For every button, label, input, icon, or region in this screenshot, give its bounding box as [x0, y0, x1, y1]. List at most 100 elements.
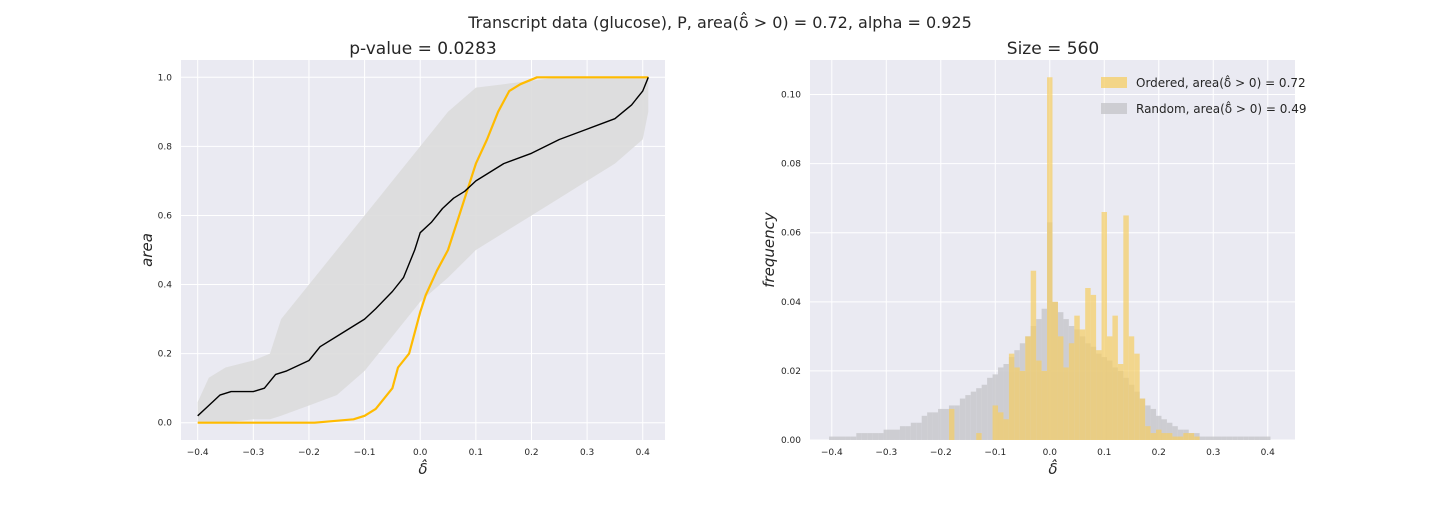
- random-hist-bar: [1237, 436, 1244, 440]
- ordered-hist-bar: [1096, 350, 1102, 440]
- ordered-hist-bar: [1057, 336, 1064, 440]
- ordered-hist-bar: [1194, 436, 1200, 440]
- random-hist-bar: [899, 426, 906, 440]
- right-y-tick-label: 0.04: [781, 298, 801, 308]
- left-x-tick-label: −0.3: [242, 448, 264, 458]
- confidence-band: [197, 77, 649, 423]
- random-hist-bar: [1161, 419, 1167, 440]
- random-hist-bar: [1177, 429, 1184, 440]
- ordered-hist-bar: [1172, 436, 1178, 440]
- right-y-tick-label: 0.10: [781, 91, 801, 101]
- ordered-hist-bar: [1030, 270, 1037, 440]
- left-x-tick-label: −0.2: [298, 448, 320, 458]
- random-hist-bar: [927, 412, 933, 440]
- left-x-tick-label: 0.1: [469, 448, 483, 458]
- right-x-tick-label: 0.3: [1206, 448, 1220, 458]
- random-hist-bar: [932, 412, 939, 440]
- random-hist-bar: [1232, 436, 1238, 440]
- right-x-tick-label: 0.0: [1043, 448, 1058, 458]
- random-hist-bar: [1265, 436, 1271, 440]
- random-hist-bar: [938, 408, 944, 440]
- ordered-hist-bar: [1052, 301, 1058, 440]
- ordered-hist-bar: [1156, 429, 1162, 440]
- right-y-ticks: 0.00 0.02 0.04 0.06 0.08 0.10: [781, 91, 801, 446]
- ordered-hist-bar: [1188, 433, 1195, 440]
- random-hist-bar: [845, 436, 851, 440]
- legend-label-random: Random, area(δ̂ > 0) = 0.49: [1136, 100, 1307, 116]
- left-y-tick-label: 0.8: [158, 142, 173, 152]
- random-hist-bar: [987, 377, 993, 440]
- right-y-tick-label: 0.06: [781, 229, 801, 239]
- random-hist-bar: [921, 415, 928, 440]
- legend-label-ordered: Ordered, area(δ̂ > 0) = 0.72: [1136, 74, 1306, 90]
- random-hist-bar: [970, 391, 977, 440]
- ordered-hist-bar: [1019, 370, 1026, 440]
- left-y-tick-label: 0.6: [158, 211, 173, 221]
- random-hist-bar: [1194, 433, 1200, 440]
- right-title: Size = 560: [1007, 39, 1099, 59]
- right-bars: [829, 77, 1271, 441]
- right-x-tick-label: 0.1: [1097, 448, 1111, 458]
- left-x-tick-label: 0.3: [580, 448, 594, 458]
- ordered-hist-bar: [1085, 288, 1091, 440]
- legend-swatch-ordered: [1101, 77, 1127, 88]
- legend-swatch-random: [1101, 103, 1127, 114]
- right-x-tick-label: −0.2: [930, 448, 952, 458]
- random-hist-bar: [829, 436, 835, 440]
- ordered-hist-bar: [1134, 353, 1140, 440]
- ordered-hist-bar: [1166, 433, 1173, 440]
- right-x-tick-label: 0.2: [1152, 448, 1166, 458]
- random-hist-bar: [1215, 436, 1222, 440]
- random-hist-bar: [1166, 422, 1173, 440]
- ordered-curve: [197, 76, 649, 424]
- right-x-tick-label: −0.1: [984, 448, 1006, 458]
- left-y-tick-label: 0.2: [158, 350, 172, 360]
- ordered-hist-bar: [1177, 436, 1184, 440]
- right-x-tick-label: −0.3: [875, 448, 897, 458]
- random-hist-bar: [1205, 436, 1211, 440]
- random-hist-bar: [1243, 436, 1249, 440]
- ordered-hist-bar: [1123, 215, 1129, 440]
- left-y-tick-label: 0.4: [158, 281, 173, 291]
- ordered-hist-bar: [976, 433, 982, 440]
- left-x-tick-label: −0.1: [354, 448, 376, 458]
- random-hist-bar: [959, 398, 966, 440]
- left-x-ticks: −0.4 −0.3 −0.2 −0.1 0.0 0.1 0.2 0.3 0.4: [187, 448, 650, 458]
- ordered-hist-bar: [1183, 433, 1189, 440]
- right-y-tick-label: 0.00: [781, 436, 801, 446]
- ordered-hist-bar: [1068, 343, 1075, 440]
- random-hist-bar: [1248, 436, 1255, 440]
- right-y-label: frequency: [760, 211, 778, 288]
- left-y-tick-label: 1.0: [158, 73, 173, 83]
- random-hist-bar: [1199, 436, 1206, 440]
- random-hist-bar: [905, 426, 911, 440]
- left-panel: −0.4 −0.3 −0.2 −0.1 0.0 0.1 0.2 0.3 0.4 0.00.20.…: [138, 39, 665, 478]
- random-hist-bar: [976, 388, 982, 440]
- right-y-tick-label: 0.08: [781, 160, 801, 170]
- random-hist-bar: [872, 433, 879, 440]
- random-hist-bar: [850, 436, 857, 440]
- random-hist-bar: [894, 429, 900, 440]
- random-hist-bar: [856, 433, 862, 440]
- ordered-hist-bar: [948, 408, 955, 440]
- random-hist-bar: [1156, 415, 1162, 440]
- ordered-hist-bar: [1106, 336, 1113, 440]
- ordered-hist-bar: [1079, 329, 1086, 440]
- random-hist-bar: [1254, 436, 1260, 440]
- left-y-tick-label: 0.0: [158, 419, 173, 429]
- ordered-hist-bar: [1145, 426, 1151, 440]
- left-x-tick-label: 0.4: [636, 448, 651, 458]
- random-hist-bar: [1150, 408, 1157, 440]
- random-hist-bar: [889, 429, 895, 440]
- legend: Ordered, area(δ̂ > 0) = 0.72 Random, are…: [1101, 74, 1307, 116]
- ordered-hist-bar: [1161, 433, 1167, 440]
- ordered-hist-bar: [992, 405, 999, 440]
- ordered-hist-bar: [1063, 367, 1069, 440]
- random-hist-bar: [878, 433, 884, 440]
- ordered-hist-bar: [1090, 294, 1097, 440]
- random-hist-bar: [916, 422, 922, 440]
- ordered-hist-bar: [1008, 353, 1015, 440]
- random-hist-bar: [965, 395, 971, 440]
- ordered-hist-bar: [1112, 315, 1118, 440]
